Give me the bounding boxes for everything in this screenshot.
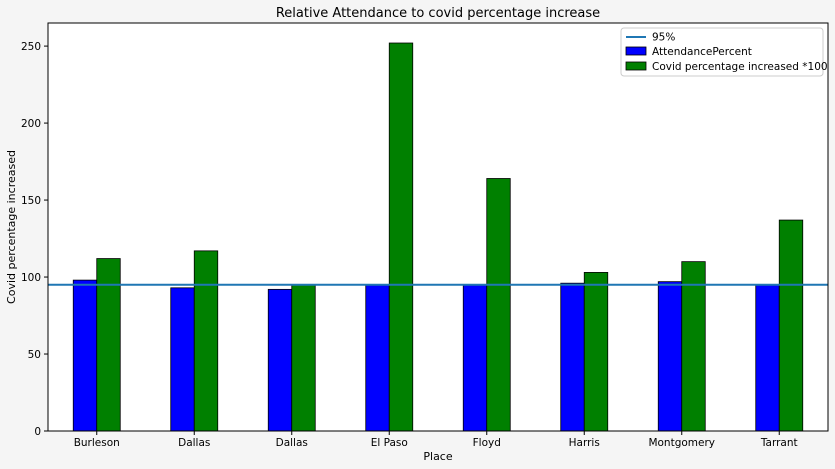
y-tick-label-4: 200 xyxy=(21,118,41,130)
plot-area xyxy=(48,23,828,431)
legend-box xyxy=(620,27,824,77)
y-axis-label: Covid percentage increased xyxy=(5,150,18,304)
x-tick-label-0: Burleson xyxy=(74,437,120,449)
bar-attendance-3 xyxy=(365,284,390,432)
x-tick-label-6: Montgomery xyxy=(648,437,715,449)
x-tick-label-5: Harris xyxy=(569,437,600,449)
bar-covid-2 xyxy=(291,284,316,432)
x-tick-label-4: Floyd xyxy=(473,437,501,449)
y-tick-label-1: 50 xyxy=(28,349,41,361)
legend-label-reference-line: 95% xyxy=(652,32,675,44)
y-tick-label-5: 250 xyxy=(21,41,41,53)
bar-attendance-4 xyxy=(462,284,488,432)
legend-label-attendance: AttendancePercent xyxy=(652,46,752,58)
bar-covid-6 xyxy=(681,261,706,432)
y-axis: 0 50 100 150 200 250 xyxy=(21,41,48,438)
bar-covid-7 xyxy=(778,219,804,432)
legend-swatch-covid xyxy=(625,61,647,71)
x-tick-label-2: Dallas xyxy=(276,437,308,449)
plot-frame xyxy=(47,22,829,432)
bar-covid-5 xyxy=(583,272,609,432)
bar-attendance-2 xyxy=(267,288,293,432)
bar-covid-4 xyxy=(486,178,511,432)
y-tick-label-0: 0 xyxy=(34,426,41,438)
y-tick-label-2: 100 xyxy=(21,272,41,284)
x-tick-label-1: Dallas xyxy=(178,437,210,449)
x-tick-label-3: El Paso xyxy=(371,437,408,449)
bar-attendance-6 xyxy=(657,281,683,432)
bar-covid-1 xyxy=(193,250,219,432)
bar-attendance-0 xyxy=(72,279,98,432)
y-tick-label-3: 150 xyxy=(21,195,41,207)
bar-attendance-7 xyxy=(755,284,780,432)
chart-title: Relative Attendance to covid percentage … xyxy=(276,6,600,21)
legend-swatch-attendance xyxy=(625,46,647,56)
bar-attendance-5 xyxy=(560,282,585,432)
x-axis: Burleson Dallas Dallas El Paso Floyd Harris Mo… xyxy=(74,431,798,449)
legend: 95% AttendancePercent Covid percentage i… xyxy=(620,27,828,77)
bars-layer xyxy=(72,42,804,432)
bar-attendance-1 xyxy=(170,287,195,432)
x-axis-label: Place xyxy=(423,450,452,463)
bar-covid-3 xyxy=(388,42,414,432)
legend-label-covid: Covid percentage increased *100 xyxy=(652,61,828,73)
x-tick-label-7: Tarrant xyxy=(760,437,798,449)
